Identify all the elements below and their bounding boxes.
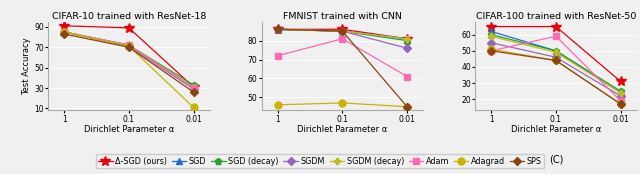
X-axis label: Dirichlet Parameter α: Dirichlet Parameter α: [84, 125, 174, 134]
Text: (C): (C): [548, 155, 563, 165]
X-axis label: Dirichlet Parameter α: Dirichlet Parameter α: [297, 125, 388, 134]
Legend: Δ-SGD (ours), SGD, SGD (decay), SGDM, SGDM (decay), Adam, Adagrad, SPS: Δ-SGD (ours), SGD, SGD (decay), SGDM, SG…: [96, 154, 544, 168]
X-axis label: Dirichlet Parameter α: Dirichlet Parameter α: [511, 125, 601, 134]
Text: (B): (B): [335, 155, 349, 165]
Title: CIFAR-100 trained with ResNet-50: CIFAR-100 trained with ResNet-50: [476, 12, 636, 21]
Text: (A): (A): [122, 155, 136, 165]
Title: FMNIST trained with CNN: FMNIST trained with CNN: [283, 12, 402, 21]
Title: CIFAR-10 trained with ResNet-18: CIFAR-10 trained with ResNet-18: [52, 12, 206, 21]
Y-axis label: Test Accuracy: Test Accuracy: [22, 37, 31, 95]
